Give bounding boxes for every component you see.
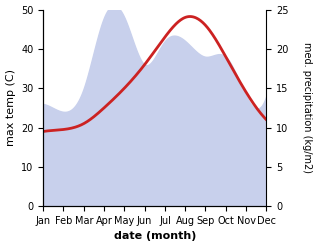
X-axis label: date (month): date (month) xyxy=(114,231,196,242)
Y-axis label: max temp (C): max temp (C) xyxy=(5,69,16,146)
Y-axis label: med. precipitation (kg/m2): med. precipitation (kg/m2) xyxy=(302,42,313,173)
